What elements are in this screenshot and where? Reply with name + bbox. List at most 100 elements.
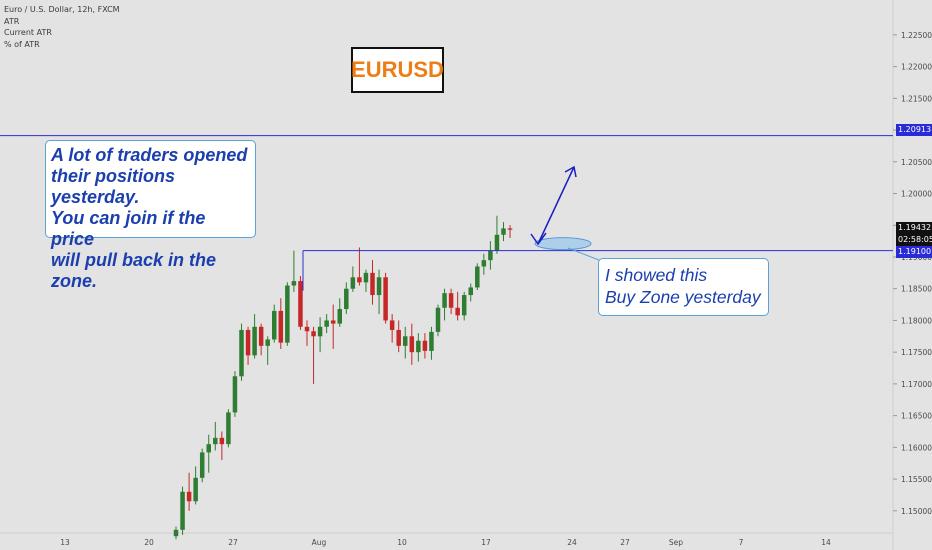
price-tick-label: 1.22500 — [901, 31, 932, 40]
candle-body-bear — [383, 277, 388, 321]
candle-body-bull — [350, 277, 356, 289]
candle-body-bear — [396, 329, 401, 346]
candle-body-bull — [213, 437, 218, 445]
candle-body-bear — [298, 281, 303, 327]
note-traders-opened: A lot of traders opened their positions … — [45, 140, 256, 291]
candle-body-bull — [285, 285, 290, 343]
time-tick-label: 14 — [821, 538, 831, 547]
candle-body-bull — [239, 329, 244, 377]
candle-body-bear — [258, 326, 264, 346]
buy-zone-ellipse — [534, 237, 592, 251]
time-tick-label: 20 — [144, 538, 154, 547]
legend-indicator-atr[interactable]: ATR — [4, 16, 20, 26]
note-line: I showed this — [605, 265, 708, 285]
time-tick-label: 27 — [228, 538, 238, 547]
symbol-title-box: EURUSD — [351, 47, 444, 93]
price-tick-label: 1.16500 — [901, 412, 932, 421]
price-tick-label: 1.20000 — [901, 190, 932, 199]
note-buy-zone: I showed this Buy Zone yesterday — [598, 258, 769, 316]
candle-body-bull — [193, 477, 198, 502]
candle-body-bear — [330, 320, 336, 324]
price-tick-label: 1.20500 — [901, 158, 932, 167]
candle-body-bear — [422, 340, 428, 351]
note-line: their positions yesterday. — [51, 166, 176, 207]
price-tick-label: 1.15500 — [901, 475, 932, 484]
candle-body-bear — [357, 277, 362, 283]
up-arrow-head — [564, 165, 577, 178]
price-tick-label: 1.18000 — [901, 316, 932, 325]
candle-body-bear — [245, 329, 251, 356]
time-tick-label: 7 — [739, 538, 744, 547]
candle-body-bull — [180, 491, 185, 530]
candle-body-bull — [416, 340, 421, 353]
chart-legend: Euro / U.S. Dollar, 12h, FXCM ATR Curren… — [4, 4, 120, 50]
candle-body-bull — [265, 339, 270, 346]
price-tick-label: 1.17000 — [901, 380, 932, 389]
price-tag-upper-level: 1.20913 — [896, 124, 932, 136]
price-tick-label: 1.17500 — [901, 348, 932, 357]
symbol-title-text: EURUSD — [351, 57, 444, 82]
candle-body-bull — [344, 288, 349, 310]
candle-body-bull — [461, 295, 467, 316]
candle-body-bull — [226, 412, 231, 445]
time-tick-label: 13 — [60, 538, 70, 547]
candle-body-bull — [429, 331, 434, 351]
candle-body-bear — [219, 437, 225, 445]
price-tick-label: 1.15000 — [901, 507, 932, 516]
candle-body-bull — [324, 320, 329, 327]
time-tick-label: 17 — [481, 538, 491, 547]
candle-body-bull — [488, 250, 493, 261]
candle-body-bull — [199, 452, 205, 478]
candle-body-bull — [317, 326, 323, 337]
note-line: will pull back in the zone. — [51, 250, 217, 291]
candle-body-bull — [291, 281, 297, 286]
candle-body-bull — [232, 376, 238, 413]
levels-layer — [0, 135, 893, 291]
time-tick-label: Sep — [669, 538, 683, 547]
candle-body-bull — [435, 307, 441, 332]
candle-body-bull — [403, 336, 408, 346]
candle-body-bull — [475, 266, 480, 288]
candle-body-bear — [507, 228, 513, 230]
candle-body-bull — [272, 310, 277, 340]
time-tick-label: 10 — [397, 538, 407, 547]
price-tick-label: 1.21500 — [901, 94, 932, 103]
legend-indicator-percent-atr[interactable]: % of ATR — [4, 39, 40, 49]
candle-body-bull — [468, 287, 473, 296]
price-tag-countdown: 02:58:05 — [896, 234, 932, 246]
candle-body-bear — [370, 272, 375, 296]
candle-body-bear — [448, 293, 454, 308]
candle-body-bear — [409, 336, 415, 353]
candle-body-bull — [494, 234, 500, 251]
time-tick-label: 24 — [567, 538, 577, 547]
candle-body-bear — [311, 331, 316, 337]
candle-body-bear — [304, 326, 310, 332]
price-tag-zone-level: 1.19100 — [896, 246, 932, 258]
candle-body-bull — [501, 228, 506, 235]
note-line: Buy Zone yesterday — [605, 287, 761, 307]
candle-body-bear — [455, 307, 460, 316]
candle-body-bull — [206, 444, 211, 453]
time-axis: 13 20 27 Aug 10 17 24 27 Sep 7 14 — [60, 538, 831, 547]
candle-body-bull — [442, 293, 447, 308]
candle-body-bear — [186, 491, 192, 502]
candle-body-bull — [363, 272, 369, 283]
candle-body-bull — [252, 326, 257, 356]
candle-body-bull — [481, 260, 487, 267]
candle-body-bull — [173, 529, 179, 537]
up-arrow-line — [537, 166, 575, 245]
note-line: A lot of traders opened — [51, 145, 248, 165]
drawings-layer — [530, 165, 605, 263]
candles-layer — [173, 215, 513, 540]
price-tag-current: 1.19432 — [896, 222, 932, 234]
note-line: You can join if the price — [51, 208, 206, 249]
time-tick-label: Aug — [312, 538, 327, 547]
legend-symbol[interactable]: Euro / U.S. Dollar, 12h, FXCM — [4, 5, 120, 14]
time-tick-label: 27 — [620, 538, 630, 547]
candle-body-bear — [278, 310, 284, 343]
legend-indicator-current-atr[interactable]: Current ATR — [4, 28, 52, 37]
price-tick-label: 1.18500 — [901, 285, 932, 294]
price-tick-label: 1.22000 — [901, 63, 932, 72]
